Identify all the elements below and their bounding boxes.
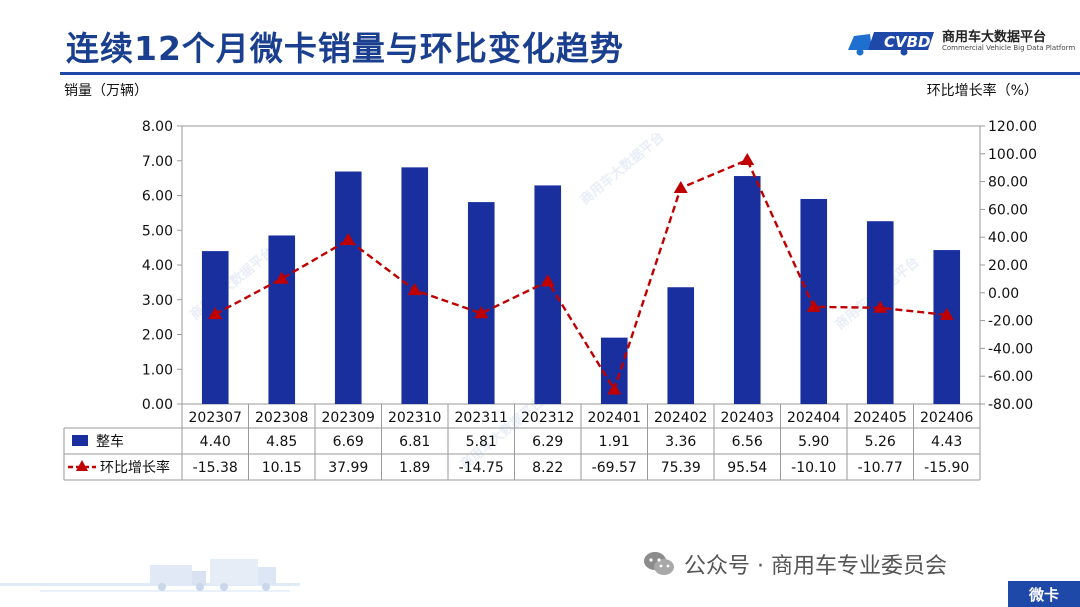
left-axis-title: 销量（万辆） xyxy=(64,83,148,99)
table-cell-sales: 5.26 xyxy=(865,434,896,450)
bar xyxy=(933,250,961,404)
right-axis-title: 环比增长率（%） xyxy=(926,83,1038,99)
table-cell-growth: -69.57 xyxy=(592,460,637,476)
left-axis-tick-label: 1.00 xyxy=(142,362,173,378)
right-axis-tick-label: 0.00 xyxy=(988,286,1019,302)
left-axis-tick-label: 8.00 xyxy=(142,119,173,135)
x-axis-category-label: 202405 xyxy=(854,410,907,426)
table-cell-growth: 1.89 xyxy=(399,460,430,476)
growth-rate-point xyxy=(474,306,489,319)
bar xyxy=(201,251,229,404)
table-cell-sales: 6.29 xyxy=(532,434,563,450)
table-cell-growth: -15.90 xyxy=(924,460,969,476)
x-axis-category-label: 202310 xyxy=(388,410,441,426)
table-cell-sales: 6.69 xyxy=(333,434,364,450)
table-cell-growth: 75.39 xyxy=(661,460,701,476)
x-axis-category-label: 202403 xyxy=(721,410,774,426)
bar xyxy=(667,287,695,404)
table-cell-growth: 95.54 xyxy=(727,460,767,476)
plot-area-border xyxy=(181,125,981,405)
brand-logo: CVBD 商用车大数据平台 Commercial Vehicle Big Dat… xyxy=(846,24,1075,58)
table-cell-sales: 3.36 xyxy=(665,434,696,450)
table-cell-growth: -14.75 xyxy=(459,460,504,476)
table-cell-sales: 4.40 xyxy=(200,434,231,450)
left-axis-tick-label: 2.00 xyxy=(142,328,173,344)
table-cell-sales: 1.91 xyxy=(599,434,630,450)
x-axis-category-label: 202311 xyxy=(455,410,508,426)
wechat-icon xyxy=(644,552,674,575)
growth-rate-point xyxy=(208,307,223,320)
category-tag: 微卡 xyxy=(1008,581,1080,607)
bar xyxy=(334,171,362,404)
growth-rate-point xyxy=(740,152,755,165)
table-cell-sales: 6.81 xyxy=(399,434,430,450)
growth-rate-point xyxy=(806,299,821,312)
table-cell-sales: 5.90 xyxy=(798,434,829,450)
watermark-text: 商用车大数据平台 xyxy=(187,244,277,323)
combo-chart: 商用车大数据平台商用车大数据平台商用车大数据平台商用车大数据平台0.001.00… xyxy=(63,119,1037,481)
table-cell-sales: 5.81 xyxy=(466,434,497,450)
growth-rate-point xyxy=(341,232,356,245)
growth-rate-point xyxy=(407,283,422,296)
x-axis-category-label: 202402 xyxy=(654,410,707,426)
bar xyxy=(534,185,562,404)
table-cell-sales: 6.56 xyxy=(732,434,763,450)
right-axis-tick-label: 80.00 xyxy=(988,175,1028,191)
x-axis-category-label: 202309 xyxy=(322,410,375,426)
truck-logo-icon: CVBD xyxy=(848,32,934,56)
table-cell-growth: -15.38 xyxy=(193,460,238,476)
table-cell-sales: 4.85 xyxy=(266,434,297,450)
growth-rate-point xyxy=(540,274,555,287)
brand-subtitle: Commercial Vehicle Big Data Platform xyxy=(942,44,1076,52)
right-axis-tick-label: 120.00 xyxy=(988,119,1037,135)
left-axis-tick-label: 0.00 xyxy=(142,397,173,413)
truck-silhouette-decoration xyxy=(0,559,300,592)
table-cell-growth: -10.77 xyxy=(858,460,903,476)
svg-text:CVBD: CVBD xyxy=(884,33,931,51)
table-cell-growth: 10.15 xyxy=(262,460,302,476)
right-axis-tick-label: 20.00 xyxy=(988,258,1028,274)
growth-rate-point xyxy=(939,307,954,320)
right-axis-tick-label: -20.00 xyxy=(988,314,1033,330)
table-cell-sales: 4.43 xyxy=(931,434,962,450)
bar xyxy=(733,176,761,404)
legend-line-marker xyxy=(76,460,88,471)
growth-rate-point xyxy=(607,382,622,395)
x-axis-category-label: 202307 xyxy=(189,410,242,426)
right-axis-tick-label: 60.00 xyxy=(988,202,1028,218)
x-axis-category-label: 202406 xyxy=(920,410,974,426)
right-axis-tick-label: -80.00 xyxy=(988,397,1033,413)
table-cell-growth: 37.99 xyxy=(328,460,368,476)
bar xyxy=(467,202,495,404)
legend-line-label: 环比增长率 xyxy=(100,459,170,476)
watermark-text: 商用车大数据平台 xyxy=(577,129,667,208)
x-axis-category-label: 202312 xyxy=(521,410,574,426)
title-divider xyxy=(60,72,1080,75)
page-title: 连续12个月微卡销量与环比变化趋势 xyxy=(66,29,624,68)
growth-rate-line xyxy=(214,158,947,393)
brand-name: 商用车大数据平台 xyxy=(942,30,1047,45)
wechat-account: 公众号 · 商用车专业委员会 xyxy=(642,548,947,580)
bar xyxy=(268,235,296,404)
growth-rate-point xyxy=(873,300,888,313)
right-axis-tick-label: -60.00 xyxy=(988,369,1033,385)
x-axis-category-label: 202404 xyxy=(787,410,841,426)
right-axis-tick-label: 100.00 xyxy=(988,147,1037,163)
left-axis-tick-label: 4.00 xyxy=(142,258,173,274)
table-cell-growth: -10.10 xyxy=(791,460,836,476)
right-axis-tick-label: -40.00 xyxy=(988,341,1033,357)
right-axis-tick-label: 40.00 xyxy=(988,230,1028,246)
left-axis-tick-label: 3.00 xyxy=(142,293,173,309)
left-axis-tick-label: 6.00 xyxy=(142,189,173,205)
left-axis-tick-label: 5.00 xyxy=(142,223,173,239)
legend-bar-label: 整车 xyxy=(96,433,124,450)
table-cell-growth: 8.22 xyxy=(532,460,563,476)
wechat-account-name: 公众号 · 商用车专业委员会 xyxy=(684,554,947,579)
left-axis-tick-label: 7.00 xyxy=(142,154,173,170)
x-axis-category-label: 202401 xyxy=(588,410,641,426)
legend-bar-swatch xyxy=(72,435,88,446)
growth-rate-point xyxy=(673,181,688,194)
growth-rate-point xyxy=(274,271,289,284)
x-axis-category-label: 202308 xyxy=(255,410,308,426)
